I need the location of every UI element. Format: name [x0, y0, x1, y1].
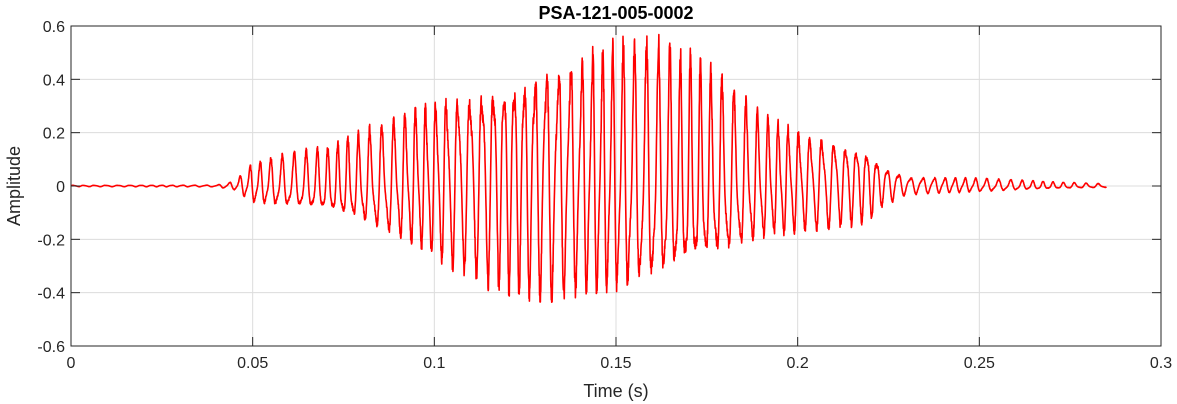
series-layer	[70, 33, 1108, 303]
amplitude-series-line	[70, 33, 1108, 303]
x-tick-label: 0.25	[964, 355, 995, 372]
y-tick-label: 0	[56, 179, 65, 196]
y-tick-label: 0.4	[43, 72, 65, 89]
chart-title: PSA-121-005-0002	[538, 3, 693, 23]
x-tick-label: 0.05	[237, 355, 268, 372]
x-axis-label: Time (s)	[583, 381, 648, 401]
x-tick-label: 0.3	[1150, 355, 1172, 372]
x-tick-label: 0.15	[600, 355, 631, 372]
y-tick-label: -0.2	[37, 232, 65, 249]
y-tick-label: 0.6	[43, 19, 65, 36]
y-tick-label: -0.6	[37, 339, 65, 356]
x-tick-label: 0.1	[423, 355, 445, 372]
axis-ticks: 0 0.05 0.1 0.15 0.2 0.25 0.3 -0.6 -0.4 -0.2 0 0.2 0.…	[37, 19, 1172, 372]
x-tick-label: 0	[67, 355, 76, 372]
y-tick-label: -0.4	[37, 286, 65, 303]
x-tick-label: 0.2	[787, 355, 809, 372]
y-tick-label: 0.2	[43, 126, 65, 143]
y-axis-label: Amplitude	[4, 146, 24, 226]
